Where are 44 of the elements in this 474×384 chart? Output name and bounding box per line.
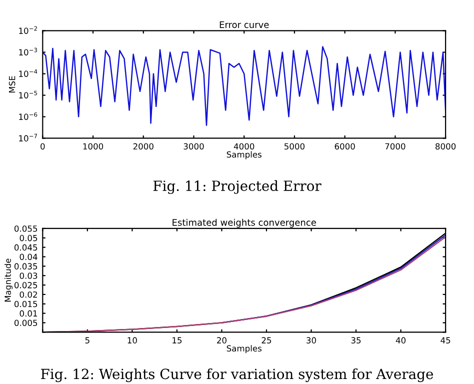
y-tick-label: 10$^{−6}$ — [19, 112, 38, 120]
y-tick-label: 10$^{−7}$ — [19, 134, 37, 142]
caption: Fig. 12: Weights Curve for variation system for Average — [41, 368, 434, 382]
x-tick-label: 3000 — [184, 143, 204, 150]
x-tick-label: 1000 — [83, 143, 104, 150]
x-tick-label: 45 — [440, 337, 450, 344]
y-tick-label: 10$^{−3}$ — [19, 48, 38, 56]
x-tick-label: 40 — [396, 337, 406, 344]
y-axis-title: MSE — [8, 76, 16, 93]
caption: Fig. 11: Projected Error — [153, 180, 322, 194]
y-tick-label: 0.035 — [14, 263, 38, 270]
x-tick-label: 0 — [40, 143, 45, 150]
y-tick-label: 0.025 — [14, 282, 38, 288]
x-axis-title: Samples — [226, 345, 262, 354]
line-series — [42, 46, 446, 126]
y-tick-label: 0.02 — [20, 291, 37, 298]
y-tick-label: 0.055 — [14, 225, 38, 232]
x-tick-label: 2000 — [133, 143, 154, 150]
x-axis-title: Samples — [226, 151, 262, 160]
x-tick-label: 5000 — [284, 143, 305, 150]
x-tick-label: 7000 — [385, 143, 406, 150]
x-tick-label: 30 — [306, 337, 316, 344]
y-tick-label: 10$^{−4}$ — [19, 69, 38, 77]
y-tick-label: 0.05 — [20, 234, 38, 242]
chart-title: Estimated weights convergence — [172, 218, 316, 228]
y-tick-label: 0.015 — [14, 300, 38, 308]
y-tick-label: 0.045 — [14, 244, 38, 251]
x-tick-label: 25 — [262, 337, 272, 344]
y-tick-label: 0.01 — [20, 310, 38, 317]
x-tick-label: 35 — [351, 337, 361, 344]
x-tick-label: 6000 — [334, 143, 355, 150]
x-tick-label: 8000 — [436, 143, 456, 150]
y-tick-label: 0.005 — [14, 320, 38, 326]
chart-title: Error curve — [220, 21, 269, 28]
y-tick-label: 0.03 — [20, 272, 38, 279]
y-tick-label: 10$^{−2}$ — [19, 26, 37, 34]
x-tick-label: 10 — [128, 337, 137, 344]
x-tick-label: 15 — [172, 337, 182, 344]
y-tick-label: 10$^{−5}$ — [19, 90, 37, 98]
x-tick-label: 5 — [85, 337, 90, 344]
y-tick-label: 0.04 — [20, 254, 38, 260]
y-axis-title: Magnitude — [4, 258, 13, 302]
x-tick-label: 4000 — [234, 143, 254, 150]
x-tick-label: 20 — [217, 337, 226, 344]
